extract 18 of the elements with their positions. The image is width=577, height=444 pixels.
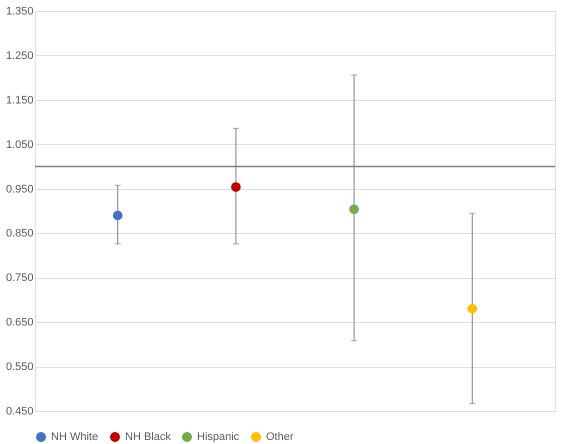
legend-label: Other	[266, 431, 294, 443]
y-tick-label: 1.150	[6, 94, 34, 106]
y-tick-label: 1.350	[6, 6, 34, 18]
y-tick-label: 1.250	[6, 50, 34, 62]
point	[468, 304, 478, 314]
y-tick-label: 0.450	[6, 406, 34, 418]
y-tick-label: 0.950	[6, 183, 34, 196]
y-tick-label: 0.650	[6, 316, 34, 329]
y-tick-label: 1.050	[6, 138, 34, 151]
legend-label: NH White	[51, 431, 98, 443]
y-tick-label: 0.550	[6, 361, 34, 374]
point	[112, 210, 122, 220]
y-tick-label: 0.850	[6, 228, 34, 240]
legend-label: NH Black	[125, 431, 172, 443]
point	[231, 182, 241, 192]
legend-label: Hispanic	[197, 431, 240, 443]
point	[349, 204, 359, 214]
y-tick-label: 0.750	[6, 272, 34, 284]
